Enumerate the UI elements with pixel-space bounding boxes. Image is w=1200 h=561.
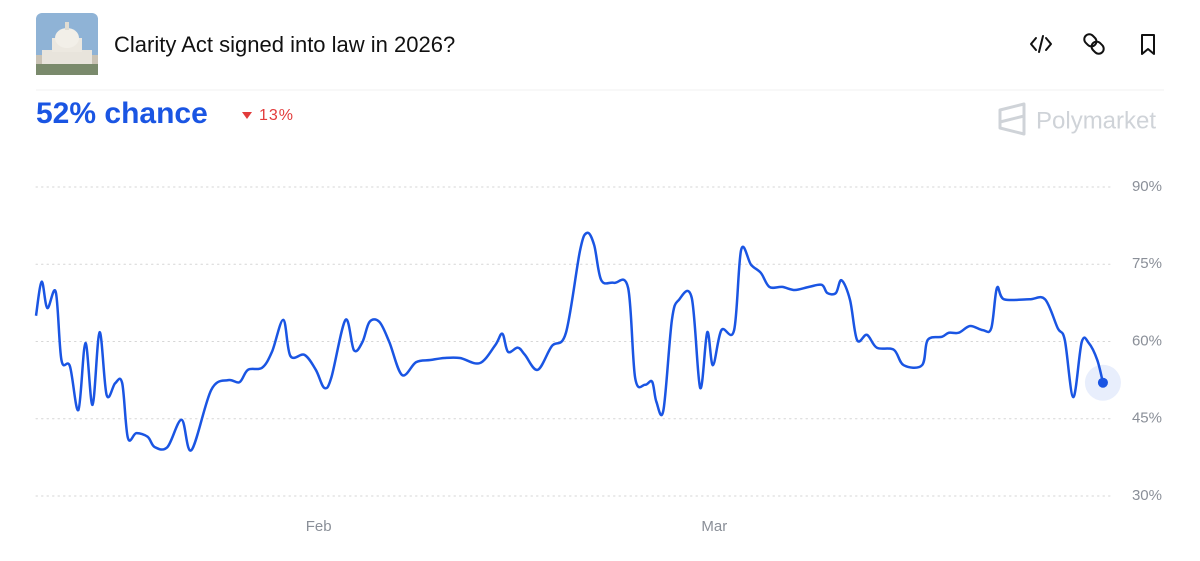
chart: 30% 45% 60% 75% 90% Feb Mar — [34, 178, 1162, 535]
y-tick-label: 75% — [1132, 255, 1162, 272]
change: 13% — [259, 107, 294, 124]
chance: 52% chance — [36, 97, 208, 130]
y-tick-label: 60% — [1132, 332, 1162, 349]
price-line — [34, 231, 1105, 452]
market-image — [36, 13, 98, 75]
y-tick-label: 30% — [1132, 487, 1162, 504]
embed-icon[interactable] — [1030, 35, 1052, 53]
end-dot — [1097, 377, 1108, 388]
market-title: Clarity Act signed into law in 2026? — [114, 32, 455, 57]
x-tick-label: Mar — [701, 518, 727, 535]
x-tick-label: Feb — [306, 518, 332, 535]
y-tick-label: 90% — [1132, 178, 1162, 195]
brand-name: Polymarket — [1036, 107, 1156, 134]
bookmark-icon[interactable] — [1141, 34, 1155, 55]
down-arrow — [242, 112, 252, 119]
link-icon[interactable] — [1082, 32, 1106, 56]
brand-logo — [998, 102, 1026, 136]
y-tick-label: 45% — [1132, 410, 1162, 427]
